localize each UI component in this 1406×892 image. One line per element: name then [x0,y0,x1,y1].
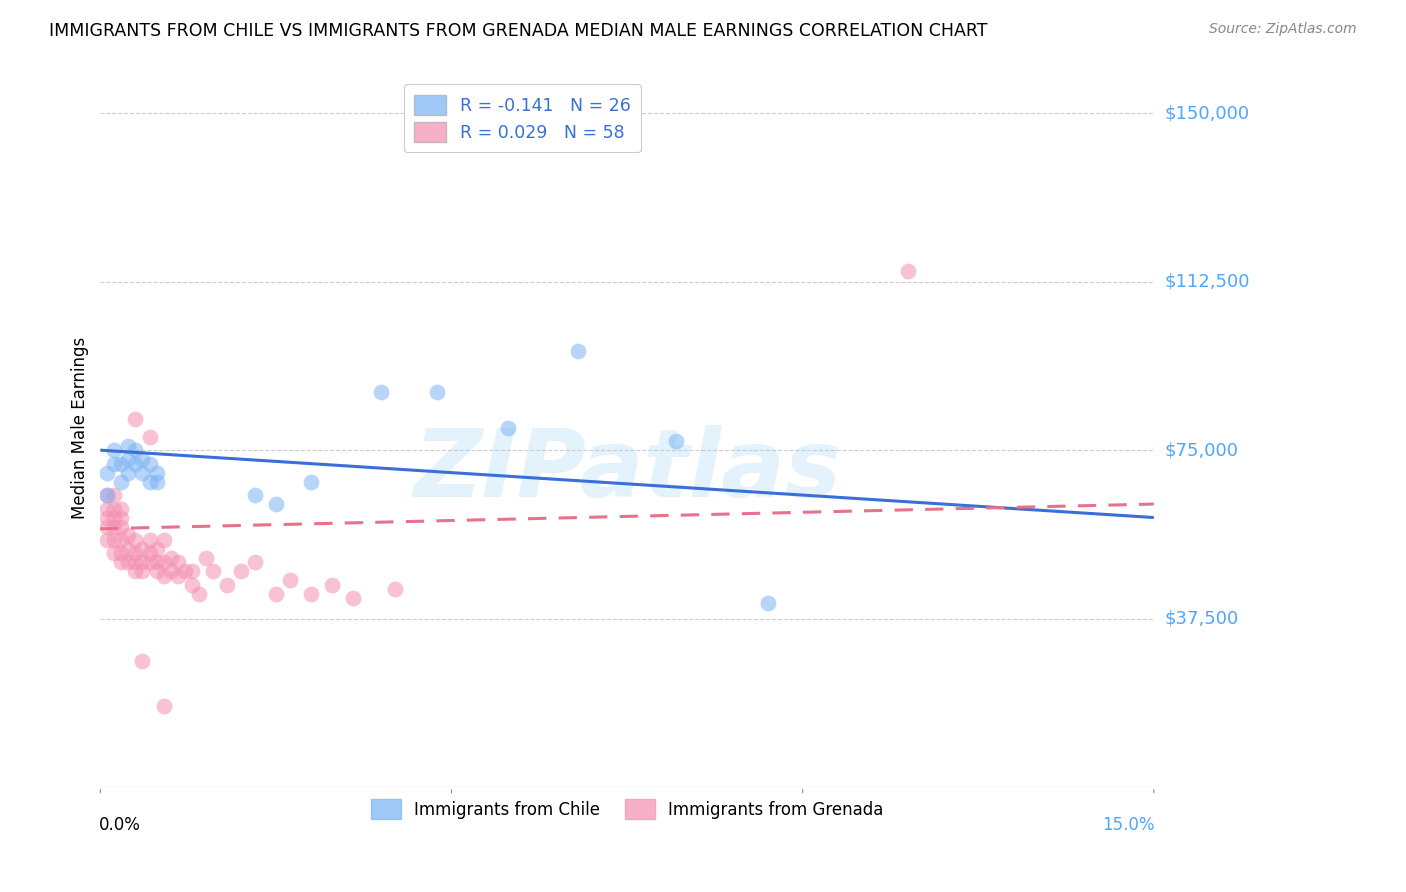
Text: $37,500: $37,500 [1166,609,1239,628]
Point [152,533,174,547]
Text: ZIPatlas: ZIPatlas [413,425,841,516]
Point [138,430,160,444]
Point [103,488,125,502]
Point [103,501,125,516]
Point [496,421,519,435]
Point [110,556,132,570]
Point [96,519,118,533]
Point [103,443,125,458]
Point [138,546,160,560]
Point [131,466,153,480]
Point [131,565,153,579]
Point [124,533,146,547]
Point [103,519,125,533]
Point [96,501,118,516]
Point [110,475,132,489]
Point [110,519,132,533]
Point [131,452,153,467]
Point [124,546,146,560]
Point [124,457,146,471]
Point [145,466,167,480]
Point [229,565,252,579]
Point [194,550,217,565]
Point [166,556,188,570]
Point [384,582,406,597]
Point [897,263,920,277]
Point [145,565,167,579]
Point [278,574,301,588]
Text: 0.0%: 0.0% [100,815,141,834]
Point [145,556,167,570]
Point [138,533,160,547]
Point [145,475,167,489]
Point [131,556,153,570]
Text: $150,000: $150,000 [1166,104,1250,122]
Point [370,384,392,399]
Point [152,569,174,583]
Point [665,434,688,449]
Point [243,488,266,502]
Point [117,556,139,570]
Point [117,541,139,556]
Point [166,569,188,583]
Point [117,452,139,467]
Point [124,556,146,570]
Point [159,550,181,565]
Point [145,541,167,556]
Point [180,578,202,592]
Point [173,565,195,579]
Point [131,541,153,556]
Point [124,411,146,425]
Legend: Immigrants from Chile, Immigrants from Grenada: Immigrants from Chile, Immigrants from G… [364,793,890,825]
Point [243,556,266,570]
Text: $112,500: $112,500 [1166,273,1250,291]
Point [117,528,139,542]
Point [152,699,174,714]
Point [138,556,160,570]
Point [96,533,118,547]
Point [180,565,202,579]
Point [756,596,779,610]
Point [342,591,364,606]
Point [264,497,287,511]
Point [264,587,287,601]
Text: $75,000: $75,000 [1166,442,1239,459]
Point [103,510,125,524]
Point [96,488,118,502]
Point [117,466,139,480]
Point [96,510,118,524]
Point [110,510,132,524]
Point [138,475,160,489]
Point [117,439,139,453]
Point [124,443,146,458]
Point [152,556,174,570]
Point [159,565,181,579]
Point [110,501,132,516]
Point [124,565,146,579]
Text: 15.0%: 15.0% [1102,815,1154,834]
Point [299,475,322,489]
Point [110,546,132,560]
Point [103,457,125,471]
Point [110,457,132,471]
Text: IMMIGRANTS FROM CHILE VS IMMIGRANTS FROM GRENADA MEDIAN MALE EARNINGS CORRELATIO: IMMIGRANTS FROM CHILE VS IMMIGRANTS FROM… [49,22,987,40]
Point [103,546,125,560]
Text: Source: ZipAtlas.com: Source: ZipAtlas.com [1209,22,1357,37]
Point [131,654,153,668]
Point [215,578,238,592]
Point [103,533,125,547]
Point [138,457,160,471]
Point [299,587,322,601]
Point [96,466,118,480]
Point [321,578,343,592]
Point [567,344,589,359]
Point [426,384,449,399]
Point [187,587,209,601]
Y-axis label: Median Male Earnings: Median Male Earnings [72,336,89,519]
Point [96,488,118,502]
Point [201,565,224,579]
Point [110,533,132,547]
